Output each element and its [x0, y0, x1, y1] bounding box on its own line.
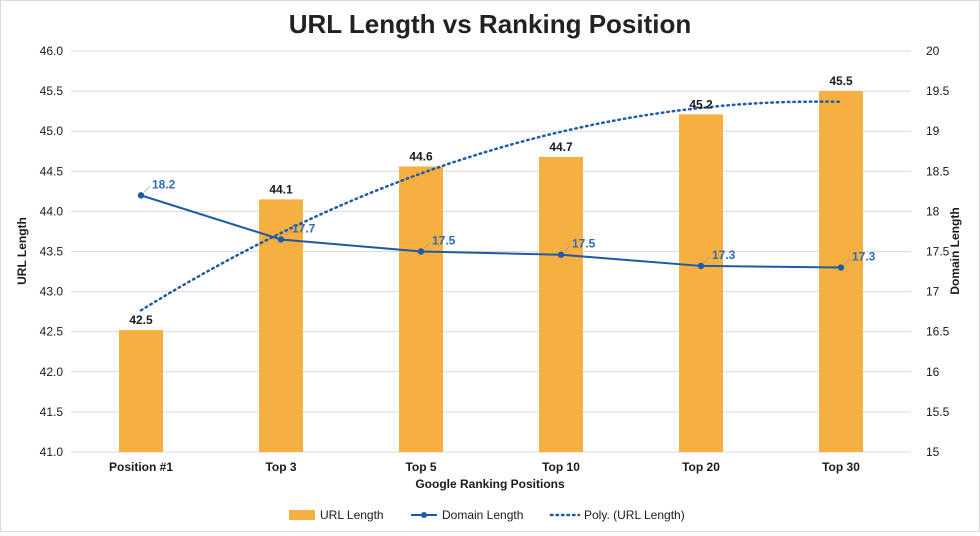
y2-tick-label: 18: [926, 204, 940, 218]
y-tick-label: 42.0: [40, 365, 64, 379]
bar-value-label: 44.1: [269, 182, 293, 196]
y2-tick-label: 18.5: [926, 164, 950, 178]
label-leader-line: [843, 258, 851, 265]
x-axis-ticks: Position #1 Top 3 Top 5 Top 10 Top 20 Top 30: [109, 460, 860, 474]
legend: URL Length Domain Length Poly. (URL Length…: [289, 508, 685, 522]
y-tick-label: 43.5: [40, 245, 64, 259]
gridlines: [71, 50, 911, 453]
line-marker: [837, 264, 845, 271]
legend-label: URL Length: [320, 508, 384, 522]
y2-tick-label: 19: [926, 124, 940, 138]
bar-value-label: 45.2: [689, 97, 713, 111]
y-axis-left-title: URL Length: [15, 217, 29, 285]
x-tick-label: Top 3: [265, 460, 296, 474]
bar: [399, 166, 443, 452]
legend-swatch-marker: [421, 512, 427, 518]
y-tick-label: 45.0: [40, 124, 64, 138]
trendline-group: [139, 100, 843, 312]
y2-tick-label: 17: [926, 285, 940, 299]
bar-value-label: 45.5: [829, 74, 853, 88]
x-tick-label: Position #1: [109, 460, 173, 474]
line-value-label: 17.5: [432, 234, 456, 248]
y-axis-right-title: Domain Length: [948, 207, 962, 294]
label-leader-line: [283, 230, 291, 237]
line-marker: [697, 262, 705, 270]
legend-label: Poly. (URL Length): [584, 508, 685, 522]
y2-tick-label: 15: [926, 445, 940, 459]
x-tick-label: Top 5: [405, 460, 436, 474]
y-tick-label: 45.5: [40, 84, 64, 98]
label-leader-line: [423, 242, 431, 249]
line-value-label: 18.2: [152, 177, 176, 191]
y-tick-label: 43.0: [40, 285, 64, 299]
line-value-label: 17.3: [852, 250, 876, 264]
x-tick-label: Top 30: [822, 460, 860, 474]
legend-swatch-bar: [289, 510, 315, 520]
bar: [119, 330, 163, 452]
y-tick-label: 44.5: [40, 164, 64, 178]
y2-tick-label: 15.5: [926, 405, 950, 419]
y2-tick-label: 16.5: [926, 325, 950, 339]
y2-tick-label: 19.5: [926, 84, 950, 98]
y-axis-left-ticks: 41.0 41.5 42.0 42.5 43.0 43.5 44.0 44.5 45.0 45.5…: [40, 44, 64, 459]
line-marker: [277, 236, 285, 243]
line-value-label: 17.7: [292, 221, 316, 235]
chart-title: URL Length vs Ranking Position: [289, 9, 692, 39]
y-axis-right-ticks: 15 15.5 16 16.5 17 17.5 18 18.5 19 19.5 20: [926, 44, 950, 459]
trendline: [139, 100, 843, 312]
y-tick-label: 46.0: [40, 44, 64, 58]
line-value-label: 17.5: [572, 237, 596, 251]
bars-group: [119, 91, 863, 452]
line-marker: [417, 248, 425, 255]
bar-value-label: 44.6: [409, 149, 433, 163]
y-tick-label: 42.5: [40, 325, 64, 339]
line-marker: [557, 251, 565, 258]
label-leader-line: [563, 245, 571, 252]
data-labels: 42.5 44.1 44.6 44.7 45.2 45.5 18.2 17.7 17.5 17.5…: [129, 74, 875, 327]
bar-value-label: 42.5: [129, 313, 153, 327]
y-tick-label: 41.0: [40, 445, 64, 459]
bar: [679, 114, 723, 452]
label-leader-line: [703, 256, 711, 264]
bar: [539, 156, 583, 452]
domain-length-line: [140, 194, 842, 269]
x-tick-label: Top 20: [682, 460, 720, 474]
y2-tick-label: 17.5: [926, 245, 950, 259]
y-tick-label: 41.5: [40, 405, 64, 419]
bar-value-label: 44.7: [549, 140, 573, 154]
y-tick-label: 44.0: [40, 204, 64, 218]
y2-tick-label: 20: [926, 44, 940, 58]
legend-label: Domain Length: [442, 508, 523, 522]
bar: [819, 91, 863, 452]
x-tick-label: Top 10: [542, 460, 580, 474]
y2-tick-label: 16: [926, 365, 940, 379]
line-value-label: 17.3: [712, 248, 736, 262]
line-marker: [137, 192, 145, 199]
label-leader-line: [143, 186, 151, 193]
line-group: [137, 186, 851, 271]
x-axis-title: Google Ranking Positions: [415, 477, 565, 491]
